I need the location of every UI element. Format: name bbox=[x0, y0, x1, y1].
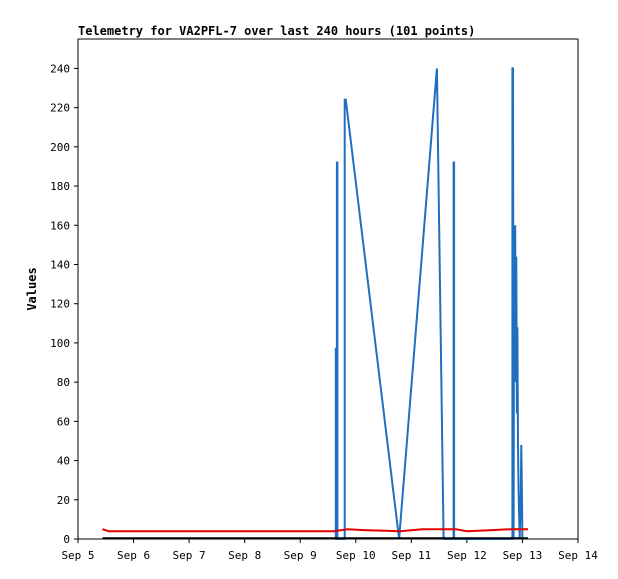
x-tick-label: Sep 7 bbox=[173, 549, 206, 562]
y-axis: 0 20 40 60 80 100 120 140 160 180 200 220 240 bbox=[50, 62, 78, 546]
plot-area bbox=[77, 38, 579, 540]
y-tick-label: 220 bbox=[50, 102, 70, 115]
x-tick-label: Sep 9 bbox=[284, 549, 317, 562]
x-tick-label: Sep 6 bbox=[117, 549, 150, 562]
series-line-2 bbox=[102, 528, 528, 533]
y-tick-label: 120 bbox=[50, 298, 70, 311]
x-tick-label: Sep 12 bbox=[447, 549, 487, 562]
y-tick-label: 140 bbox=[50, 258, 70, 271]
y-tick-label: 0 bbox=[63, 533, 70, 546]
y-tick-label: 100 bbox=[50, 337, 70, 350]
y-tick-label: 200 bbox=[50, 141, 70, 154]
y-tick-label: 240 bbox=[50, 62, 70, 75]
x-tick-label: Sep 13 bbox=[503, 549, 543, 562]
y-tick-label: 20 bbox=[57, 494, 70, 507]
chart-title: Telemetry for VA2PFL-7 over last 240 hou… bbox=[78, 24, 475, 38]
y-tick-label: 180 bbox=[50, 180, 70, 193]
y-tick-label: 40 bbox=[57, 455, 70, 468]
x-tick-label: Sep 10 bbox=[336, 549, 376, 562]
series-group bbox=[102, 67, 528, 540]
x-axis: Sep 5 Sep 6 Sep 7 Sep 8 Sep 9 Sep 10 Sep 11 Sep… bbox=[61, 539, 598, 562]
y-tick-label: 160 bbox=[50, 219, 70, 232]
x-tick-label: Sep 5 bbox=[61, 549, 94, 562]
y-axis-label: Values bbox=[25, 267, 39, 310]
y-tick-label: 60 bbox=[57, 415, 70, 428]
x-tick-label: Sep 8 bbox=[228, 549, 261, 562]
x-tick-label: Sep 11 bbox=[391, 549, 431, 562]
y-tick-label: 80 bbox=[57, 376, 70, 389]
x-tick-label: Sep 14 bbox=[558, 549, 598, 562]
